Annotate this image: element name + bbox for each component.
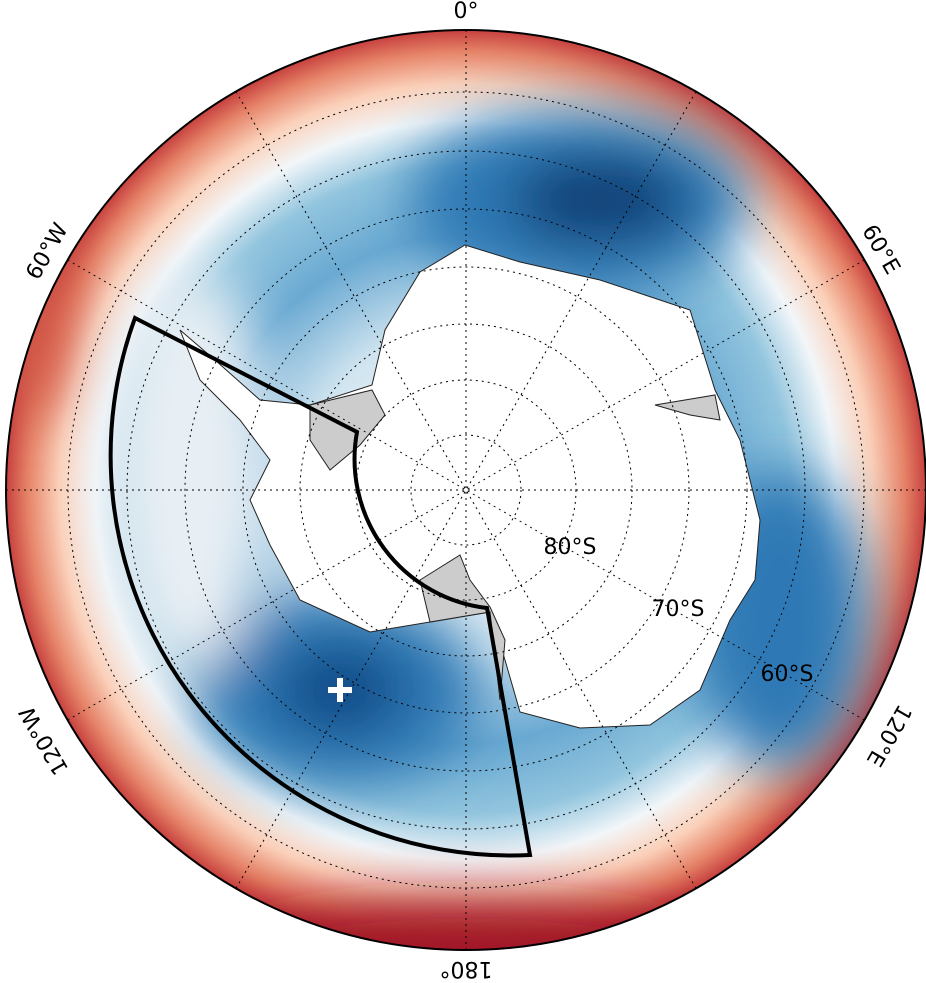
graticule bbox=[6, 30, 926, 950]
sector-box bbox=[108, 315, 533, 858]
graticule-line bbox=[242, 266, 690, 714]
parallel-label: 60°S bbox=[761, 662, 814, 687]
map-border bbox=[5, 29, 926, 951]
parallel-label: 70°S bbox=[652, 597, 705, 622]
ice-shelf bbox=[419, 554, 506, 701]
ice-shelf bbox=[654, 394, 721, 421]
ice-shelf bbox=[309, 389, 386, 471]
parallel-label: 80°S bbox=[544, 535, 597, 560]
graticule-line bbox=[184, 208, 748, 772]
graticule-line bbox=[410, 434, 522, 546]
meridian-label: 0° bbox=[454, 0, 479, 24]
marker bbox=[328, 678, 352, 702]
meridian-label: 180° bbox=[440, 956, 493, 981]
graticule-line bbox=[299, 323, 633, 657]
